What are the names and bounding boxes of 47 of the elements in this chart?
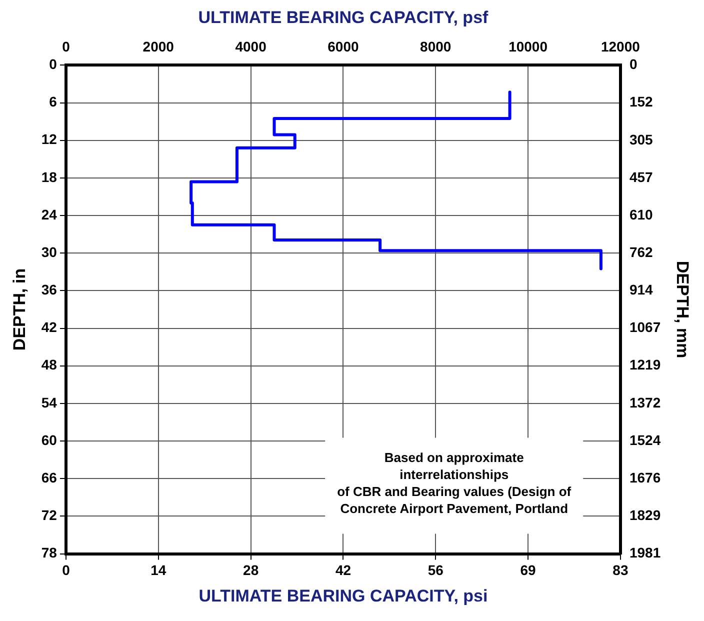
y-tick-label: 54 [41, 394, 58, 410]
y2-tick-label: 1067 [629, 319, 661, 336]
y-tick-label: 6 [49, 94, 58, 110]
y-tick-label: 0 [49, 56, 58, 72]
y2-tick-label: 1829 [629, 507, 661, 524]
y-tick-label: 42 [41, 319, 58, 336]
y2-tick-label: 1524 [629, 432, 661, 448]
x2-tick-label: 10000 [508, 38, 548, 55]
x-tick-label: 42 [335, 562, 352, 578]
y2-tick-label: 1676 [629, 469, 661, 486]
y-tick-label: 60 [41, 432, 58, 448]
x2-tick-label: 8000 [420, 38, 452, 55]
x2-tick-label: 6000 [328, 38, 359, 55]
x-tick-label: 0 [62, 562, 70, 578]
x-tick-label: 28 [243, 562, 259, 578]
x-tick-label: 69 [520, 562, 536, 578]
y2-tick-label: 914 [629, 281, 654, 298]
x-tick-label: 14 [150, 562, 166, 578]
x2-tick-label: 0 [62, 38, 70, 55]
annotation: Based on approximate interrelationships of CBR and Bearing values (Design of Concrete Airport Pavement, Portland [337, 450, 572, 516]
x-axis-title: ULTIMATE BEARING CAPACITY, psi [198, 586, 488, 606]
y-tick-label: 24 [41, 206, 58, 222]
y-tick-label: 66 [41, 469, 58, 486]
x2-tick-label: 12000 [600, 38, 640, 55]
y2-tick-label: 305 [629, 131, 654, 148]
y-tick-label: 30 [41, 244, 58, 260]
y2-tick-label: 152 [629, 94, 654, 110]
y-tick-label: 48 [41, 356, 58, 373]
x-tick-label: 56 [428, 562, 444, 578]
y2-tick-label: 1981 [629, 544, 661, 561]
x-tick-label: 83 [612, 562, 628, 578]
y-tick-label: 72 [41, 507, 58, 524]
y2-axis-title: DEPTH, mm [673, 260, 692, 358]
x2-tick-label: 2000 [142, 38, 174, 55]
y2-tick-label: 610 [629, 206, 654, 223]
y-tick-label: 18 [41, 168, 58, 185]
y2-tick-label: 1219 [629, 356, 661, 373]
y-tick-label: 36 [41, 282, 58, 298]
y2-tick-label: 1372 [629, 394, 661, 410]
y-axis-title: DEPTH, in [10, 268, 29, 351]
y-tick-label: 78 [41, 544, 58, 561]
y-tick-label: 12 [41, 131, 58, 148]
y2-tick-label: 457 [629, 168, 654, 185]
y2-tick-label: 762 [629, 244, 654, 260]
x2-axis-title: ULTIMATE BEARING CAPACITY, psf [198, 8, 489, 27]
y2-tick-label: 0 [629, 56, 638, 72]
x2-tick-label: 4000 [235, 38, 267, 55]
